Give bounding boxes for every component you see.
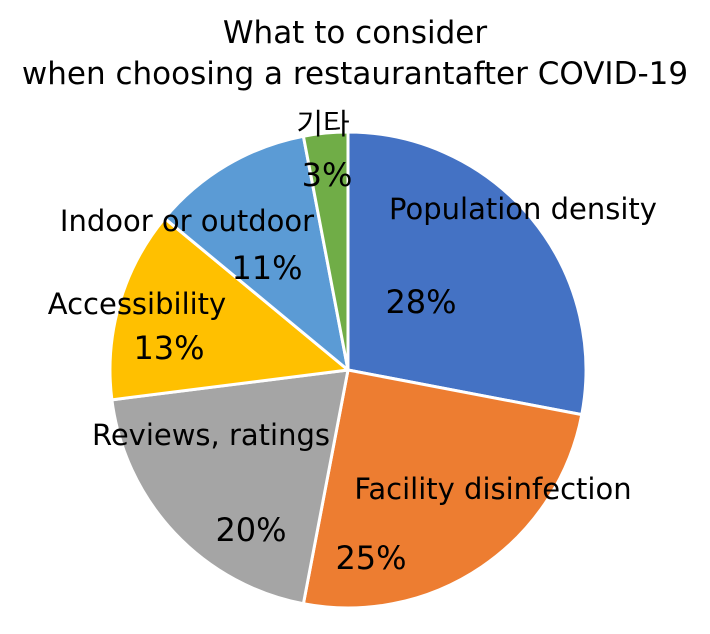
- pie-labels: Population density 28% Facility disinfecti…: [48, 107, 657, 577]
- pie-slice-label: Reviews, ratings: [92, 418, 330, 452]
- pie-slice-value-label: 11%: [231, 249, 302, 287]
- pie-slice-label: Facility disinfection: [354, 472, 631, 506]
- pie-slice-value-label: 13%: [133, 329, 204, 367]
- pie-slice-label: Accessibility: [48, 287, 226, 321]
- pie-slice-value-label: 25%: [335, 539, 406, 577]
- pie-slice-기타: [301, 130, 350, 372]
- pie-slice-label: Indoor or outdoor: [60, 204, 314, 238]
- pie-slice-indoor-or-outdoor: [163, 134, 350, 372]
- chart-title-line-2: when choosing a restaurantafter COVID-19: [22, 56, 688, 92]
- pie-slice-value-label: 28%: [385, 283, 456, 321]
- pie-slice-value-label: 3%: [302, 156, 353, 194]
- pie-slice-value-label: 20%: [215, 511, 286, 549]
- chart-title: What to consider when choosing a restaur…: [22, 15, 688, 92]
- pie-slice-reviews-ratings: [110, 368, 350, 606]
- pie-slice-label: Population density: [389, 192, 657, 226]
- chart-title-line-1: What to consider: [223, 15, 487, 51]
- pie-slices: [108, 130, 588, 610]
- pie-slice-facility-disinfection: [301, 368, 584, 610]
- pie-slice-label: 기타: [296, 107, 349, 141]
- pie-slice-population-density: [346, 130, 588, 417]
- pie-slice-accessibility: [108, 216, 350, 402]
